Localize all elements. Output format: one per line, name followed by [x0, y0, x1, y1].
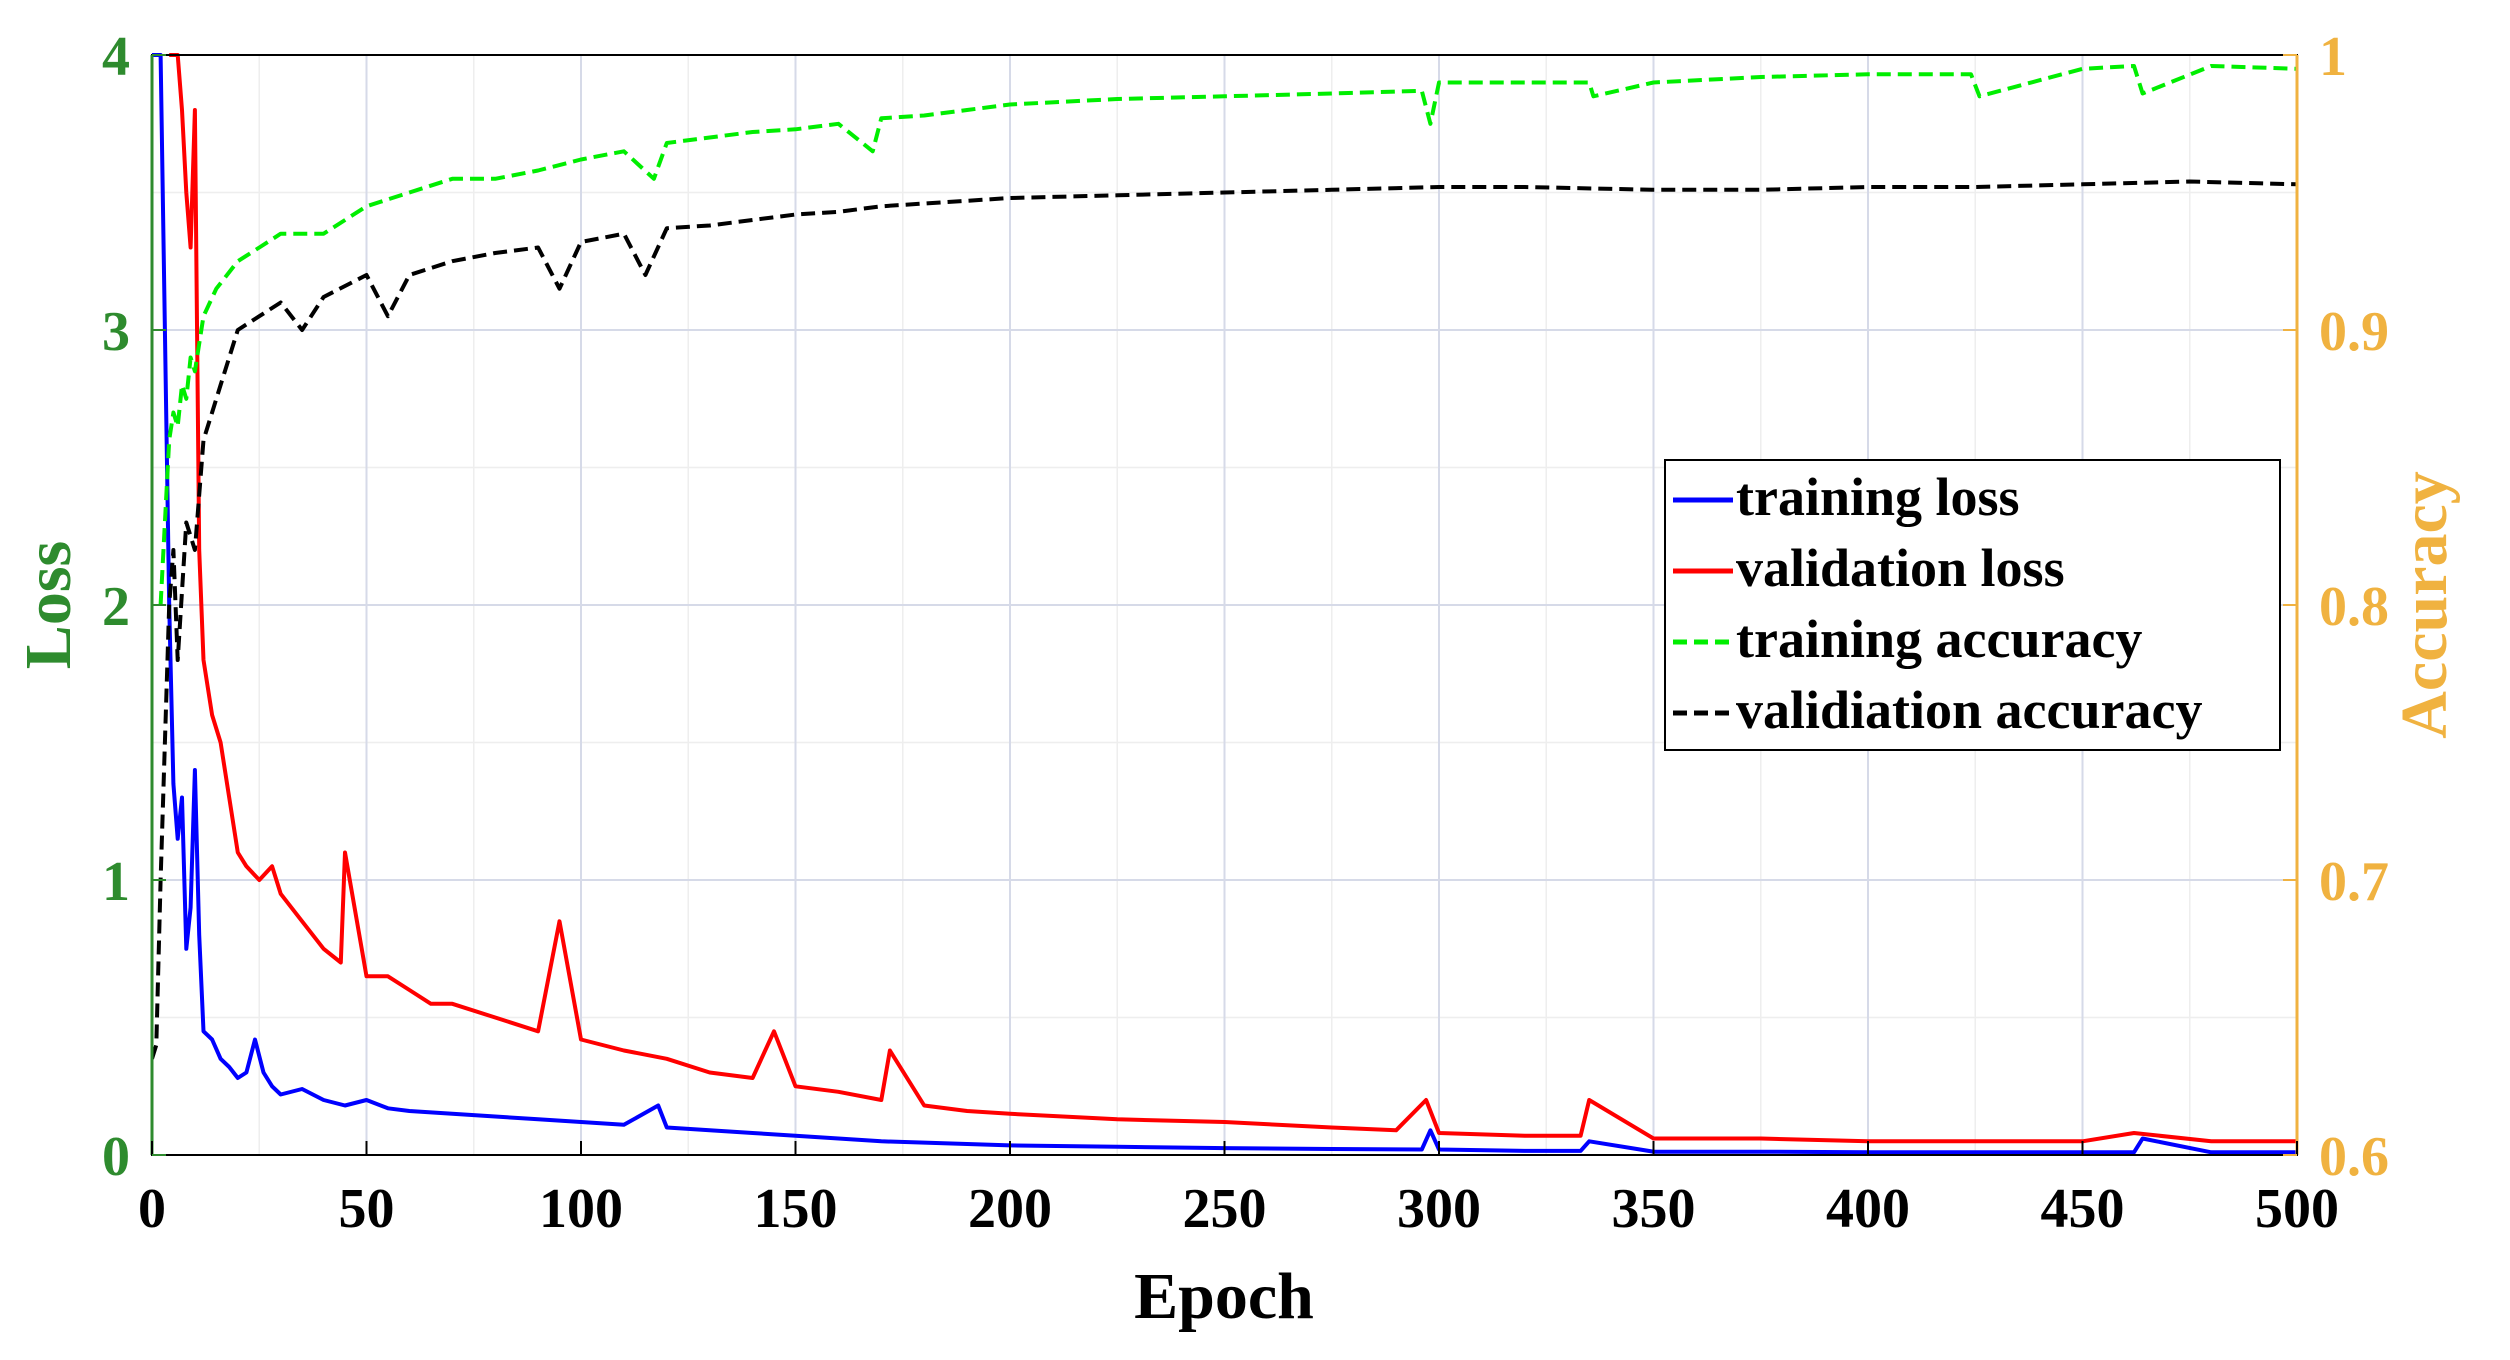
axis-ticks: [151, 54, 2298, 1156]
y-left-tick-label: 0: [102, 1126, 130, 1188]
legend-label-validation-accuracy: validiation accuracy: [1736, 680, 2202, 740]
y-left-tick-label: 1: [102, 851, 130, 913]
y-right-tick-label: 0.6: [2319, 1126, 2389, 1188]
series-line-training-accuracy: [158, 64, 2297, 606]
x-tick-label: 400: [1826, 1178, 1910, 1240]
y-right-tick-label: 0.9: [2319, 301, 2389, 363]
x-tick-label: 250: [1183, 1178, 1267, 1240]
x-tick-label: 300: [1397, 1178, 1481, 1240]
legend-label-training-accuracy: training accuracy: [1736, 609, 2142, 669]
y-right-tick-label: 1: [2319, 26, 2347, 88]
y-left-tick-label: 2: [102, 576, 130, 638]
legend: training loss validation loss training a…: [1664, 459, 2281, 751]
series-line-validation-loss: [169, 53, 2297, 1144]
y-left-tick-label: 4: [102, 26, 130, 88]
legend-label-validation-loss: validation loss: [1736, 538, 2065, 598]
x-axis-label: Epoch: [1134, 1260, 1314, 1333]
series-line-validiation-accuracy: [152, 179, 2297, 1060]
x-tick-label: 0: [138, 1178, 166, 1240]
y-axis-right-label: Accuracy: [2388, 471, 2461, 739]
x-tick-label: 450: [2041, 1178, 2125, 1240]
tick-labels: 0 50 100 150 200 250 300 350 400 450 500 0 1 2 3 4 0.6 0.…: [102, 26, 2389, 1240]
x-tick-label: 500: [2255, 1178, 2339, 1240]
x-tick-label: 350: [1612, 1178, 1696, 1240]
x-tick-label: 150: [754, 1178, 838, 1240]
y-right-tick-label: 0.8: [2319, 576, 2389, 638]
y-right-tick-label: 0.7: [2319, 851, 2389, 913]
series-group: [152, 53, 2297, 1155]
x-tick-label: 50: [339, 1178, 395, 1240]
y-axis-left-label: Loss: [12, 541, 85, 669]
series-line-training-loss: [152, 53, 2297, 1155]
y-left-tick-label: 3: [102, 301, 130, 363]
x-tick-label: 100: [539, 1178, 623, 1240]
x-tick-label: 200: [968, 1178, 1052, 1240]
legend-label-training-loss: training loss: [1736, 467, 2020, 527]
legend-box: [1664, 459, 2281, 751]
